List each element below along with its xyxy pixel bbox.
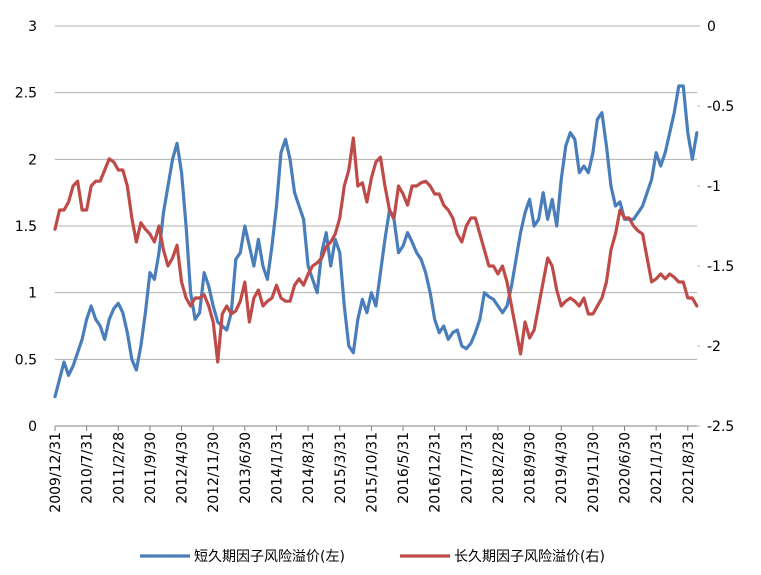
y-tick-label: 2.5 [15, 86, 37, 102]
x-tick-label: 2014/1/31 [269, 432, 285, 504]
y-tick-label: 2 [28, 152, 37, 168]
y2-tick-label: -2.5 [707, 419, 734, 435]
y2-tick-label: 0 [707, 19, 716, 35]
y-tick-label: 1.5 [15, 219, 37, 235]
y2-tick-label: -1.5 [707, 259, 734, 275]
x-tick-label: 2012/4/30 [175, 432, 191, 504]
legend-label: 短久期因子风险溢价(左) [194, 549, 345, 565]
x-tick-label: 2020/6/30 [618, 432, 634, 504]
x-tick-label: 2015/10/31 [364, 432, 380, 513]
y2-tick-label: -0.5 [707, 99, 734, 115]
x-tick-label: 2016/5/31 [396, 432, 412, 504]
legend-label: 长久期因子风险溢价(右) [454, 549, 605, 565]
x-tick-label: 2013/6/30 [238, 432, 254, 504]
x-tick-label: 2010/7/31 [80, 432, 96, 504]
x-tick-label: 2021/1/31 [649, 432, 665, 504]
x-tick-label: 2018/2/28 [491, 432, 507, 504]
y-tick-label: 0.5 [15, 352, 37, 368]
line-series [53, 136, 699, 364]
x-tick-label: 2011/9/30 [143, 432, 159, 504]
x-tick-label: 2018/9/30 [523, 432, 539, 504]
x-tick-label: 2014/8/31 [301, 432, 317, 504]
x-tick-label: 2011/2/28 [111, 432, 127, 504]
x-tick-label: 2012/11/30 [206, 432, 222, 513]
y2-tick-label: -2 [707, 339, 721, 355]
x-tick-label: 2021/8/31 [681, 432, 697, 504]
x-tick-label: 2015/3/31 [333, 432, 349, 504]
x-tick-label: 2019/11/30 [586, 432, 602, 513]
y-tick-label: 3 [28, 19, 37, 35]
x-tick-label: 2009/12/31 [48, 432, 64, 513]
y-tick-label: 1 [28, 286, 37, 302]
line-series [53, 84, 699, 399]
x-tick-label: 2016/12/31 [428, 432, 444, 513]
y2-tick-label: -1 [707, 179, 721, 195]
x-tick-label: 2019/4/30 [554, 432, 570, 504]
x-tick-label: 2017/7/31 [459, 432, 475, 504]
y-tick-label: 0 [28, 419, 37, 435]
